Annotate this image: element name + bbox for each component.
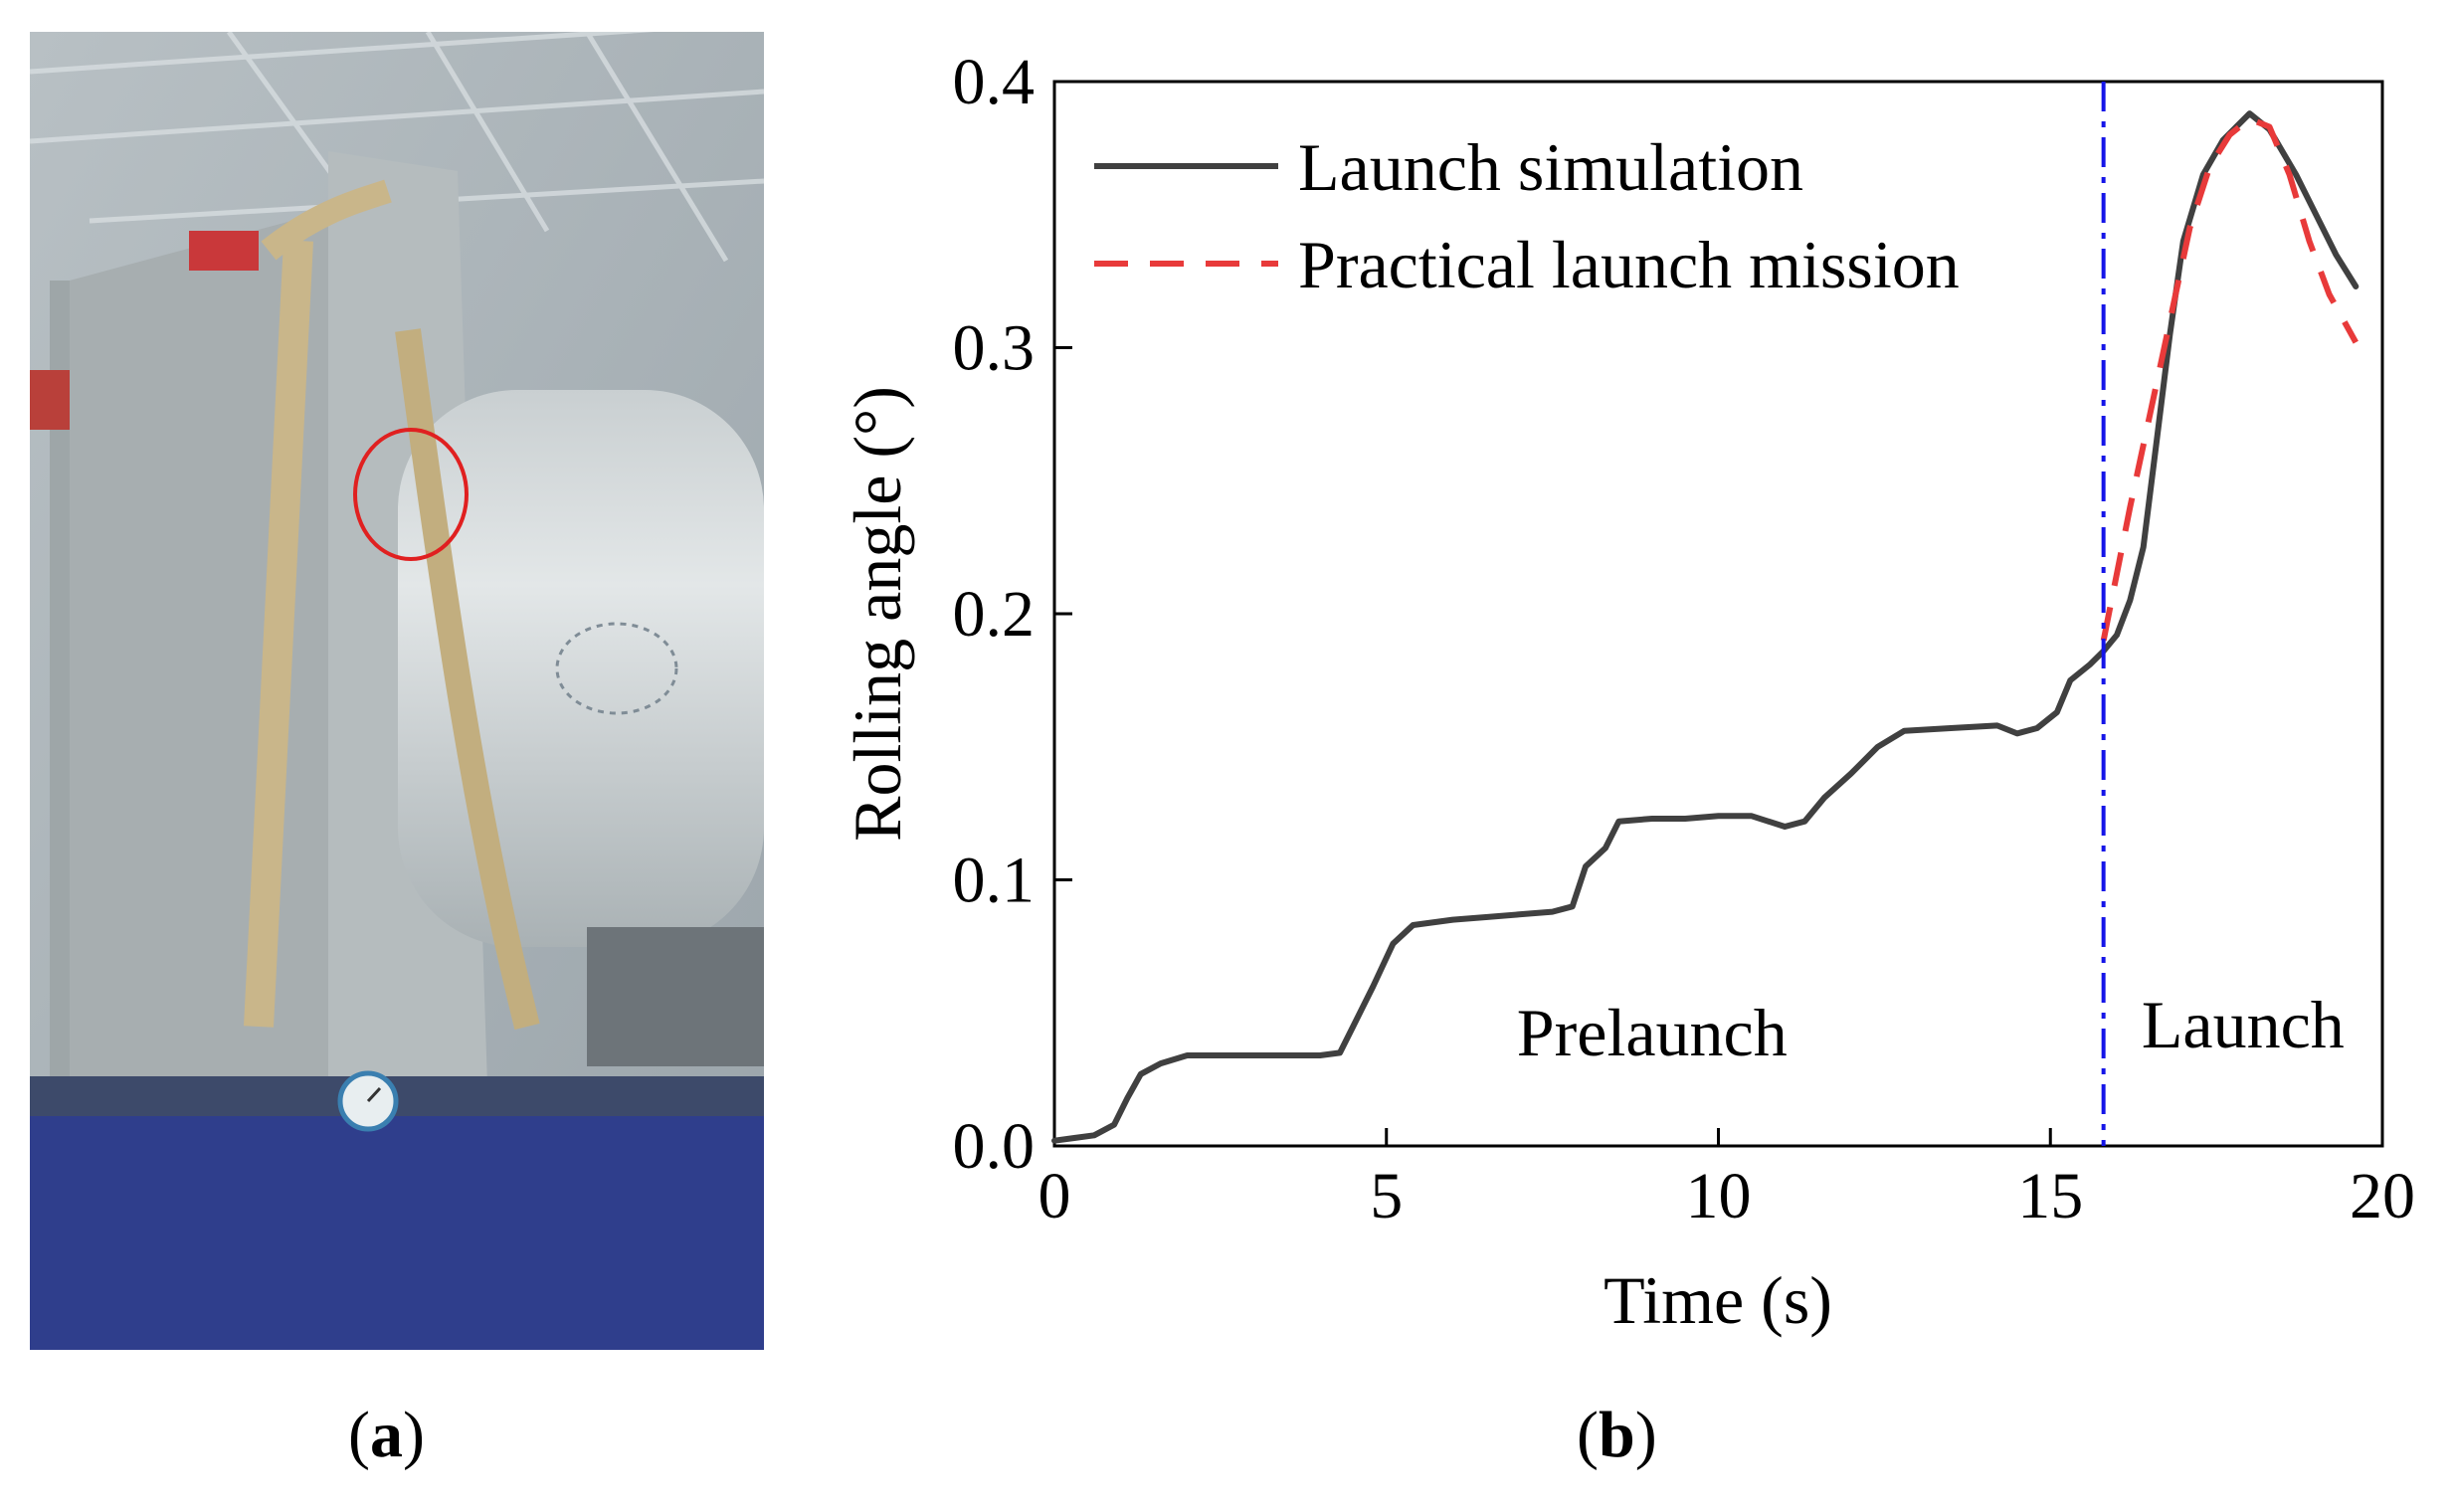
x-tick-label: 0 — [1038, 1160, 1071, 1232]
series-line-practical-launch-mission — [2100, 115, 2359, 642]
legend-label-launch-simulation: Launch simulation — [1298, 129, 1803, 205]
x-axis-label: Time (s) — [1604, 1262, 1832, 1338]
highlight-circle-icon — [353, 428, 469, 561]
y-tick-label: 0.4 — [953, 46, 1036, 118]
x-tick-label: 10 — [1686, 1160, 1752, 1232]
y-axis-label: Rolling angle (°) — [840, 386, 915, 842]
panel-b-label: (b) — [1577, 1399, 1657, 1471]
y-tick-label: 0.2 — [953, 578, 1036, 651]
legend-label-practical-launch-mission: Practical launch mission — [1298, 227, 1960, 302]
y-tick-label: 0.0 — [953, 1110, 1036, 1183]
axis-ticks: 0 5 10 15 20 0.0 0.1 0.2 0.3 0.4 — [953, 46, 2416, 1232]
x-tick-label: 20 — [2350, 1160, 2415, 1232]
annotation-launch: Launch — [2142, 987, 2345, 1062]
annotation-prelaunch: Prelaunch — [1517, 995, 1788, 1070]
base-platform — [30, 1116, 764, 1350]
y-tick-label: 0.3 — [953, 312, 1036, 385]
y-tick-label: 0.1 — [953, 845, 1036, 917]
series-line-launch-simulation — [1051, 110, 2360, 1144]
cable — [244, 240, 313, 1028]
panel-a-label: (a) — [348, 1399, 425, 1471]
x-tick-label: 5 — [1370, 1160, 1403, 1232]
series-layer — [1051, 110, 2360, 1144]
launch-equipment-photo — [30, 32, 764, 1350]
legend: Launch simulation Practical launch missi… — [1094, 129, 1960, 302]
x-tick-label: 15 — [2017, 1160, 2083, 1232]
